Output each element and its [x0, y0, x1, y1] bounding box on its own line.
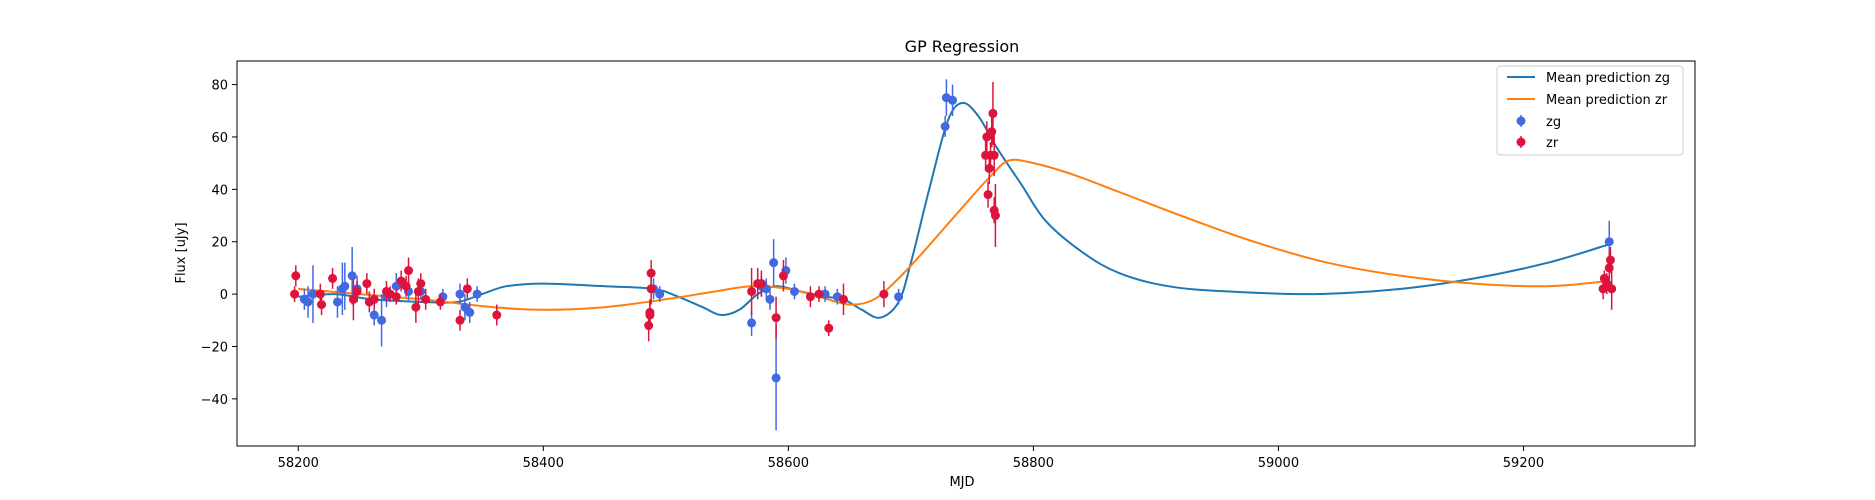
data-point-zg	[340, 281, 350, 291]
data-point-zr	[317, 300, 327, 310]
line-series-group	[290, 79, 1617, 431]
legend-swatch-zg-points	[1516, 115, 1526, 127]
legend-label-zg-line: Mean prediction zg	[1546, 71, 1670, 86]
data-point-zg	[747, 318, 757, 328]
data-point-zr	[315, 289, 325, 299]
data-point-zr	[988, 108, 998, 118]
data-point-zg	[894, 292, 904, 302]
data-point-zr	[778, 271, 788, 281]
data-point-zr	[492, 310, 502, 320]
data-point-zr	[352, 286, 362, 296]
data-point-zr	[435, 297, 445, 307]
legend-marker	[1516, 116, 1526, 126]
series-line-mean-prediction-zg	[298, 101, 1610, 319]
data-point-zg	[308, 289, 318, 299]
chart-title: GP Regression	[905, 37, 1020, 56]
data-point-zg	[940, 121, 950, 131]
legend-marker	[1516, 137, 1526, 147]
data-point-zg	[303, 297, 313, 307]
data-point-zg	[655, 289, 665, 299]
data-point-zr	[291, 271, 301, 281]
data-point-zr	[646, 284, 656, 294]
data-point-zg	[347, 271, 357, 281]
data-point-zr	[824, 323, 834, 333]
y-tick-label: 80	[211, 79, 228, 94]
data-point-zr	[348, 294, 358, 304]
x-tick-label: 58400	[523, 456, 564, 471]
data-point-zr	[879, 289, 889, 299]
legend-label-zr-points: zr	[1546, 136, 1559, 151]
data-point-zr	[328, 273, 338, 283]
data-point-zr	[421, 294, 431, 304]
data-point-zr	[645, 307, 655, 317]
axes-frame	[236, 60, 1696, 447]
series-zr-points	[290, 81, 1617, 342]
series-line-mean-prediction-zr	[298, 158, 1610, 311]
legend-label-zr-line: Mean prediction zr	[1546, 93, 1668, 108]
y-tick-label: −40	[201, 393, 228, 408]
data-point-zr	[369, 294, 379, 304]
data-point-zr	[805, 292, 815, 302]
legend-swatch-zr-points	[1516, 136, 1526, 148]
data-point-zg	[1604, 237, 1614, 247]
data-point-zg	[465, 307, 475, 317]
x-tick-label: 58200	[278, 456, 319, 471]
y-tick-label: 0	[220, 288, 228, 303]
x-tick-label: 59000	[1258, 456, 1299, 471]
data-point-zr	[1607, 284, 1617, 294]
y-tick-label: 60	[211, 131, 228, 146]
data-point-zg	[765, 294, 775, 304]
data-point-zr	[771, 313, 781, 323]
data-point-zg	[332, 297, 342, 307]
data-point-zr	[814, 289, 824, 299]
data-point-zr	[987, 127, 997, 137]
y-tick-label: 20	[211, 236, 228, 251]
data-point-zr	[646, 268, 656, 278]
y-tick-label: 40	[211, 183, 228, 198]
data-point-zr	[984, 163, 994, 173]
data-point-zr	[1605, 255, 1615, 265]
data-point-zr	[838, 294, 848, 304]
legend-label-zg-points: zg	[1546, 115, 1561, 130]
legend: Mean prediction zg Mean prediction zr zg…	[1496, 65, 1684, 156]
y-axis-title: Flux [uJy]	[174, 222, 189, 283]
x-tick-label: 58800	[1013, 456, 1054, 471]
data-point-zr	[391, 292, 401, 302]
data-point-zg	[948, 95, 958, 105]
data-point-zg	[789, 286, 799, 296]
data-point-zr	[416, 279, 426, 289]
data-point-zr	[644, 321, 654, 331]
data-point-zg	[769, 258, 779, 268]
data-point-zg	[377, 315, 387, 325]
data-point-zr	[990, 211, 1000, 221]
data-point-zr	[983, 190, 993, 200]
x-tick-label: 59200	[1503, 456, 1544, 471]
x-tick-label: 58600	[768, 456, 809, 471]
x-axis-title: MJD	[949, 475, 974, 490]
data-point-zr	[411, 302, 421, 312]
data-point-zg	[771, 373, 781, 383]
data-point-zr	[404, 266, 414, 276]
legend-frame	[1496, 65, 1684, 156]
data-point-zr	[462, 284, 472, 294]
data-point-zg	[369, 310, 379, 320]
data-point-zr	[290, 289, 300, 299]
data-point-zr	[747, 286, 757, 296]
data-point-zr	[362, 279, 372, 289]
data-point-zg	[455, 289, 465, 299]
data-point-zr	[989, 150, 999, 160]
data-point-zg	[472, 289, 482, 299]
data-point-zr	[455, 315, 465, 325]
data-point-zr	[401, 281, 411, 291]
plot-area: 58200 58400 58600 58800 59000 59200 −40 −20 0 20 4…	[201, 60, 1696, 471]
data-point-zr	[756, 279, 766, 289]
y-tick-label: −20	[201, 340, 228, 355]
